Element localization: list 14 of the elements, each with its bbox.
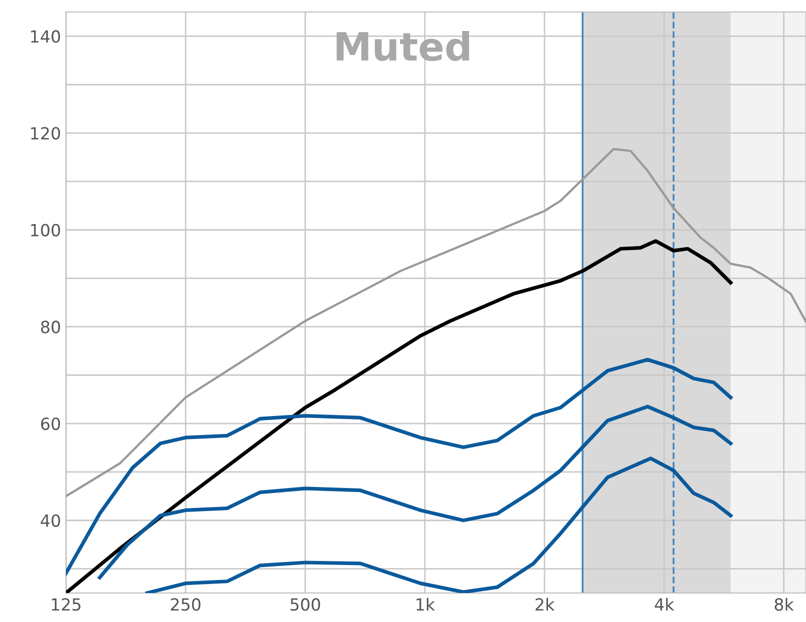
y-tick-label: 80 [41,320,60,334]
y-tick-label: 140 [31,30,60,43]
x-tick-label: 8k [774,598,794,611]
y-tick-label: 40 [40,514,60,527]
x-tick-label: 500 [290,598,320,611]
y-tick-label: 100 [31,224,60,236]
x-tick-label: 4k [654,598,674,611]
x-tick-label: 2k [536,598,555,611]
annotation: Muted [336,30,470,62]
x-tick-label: 125 [52,598,80,611]
x-tick-label: 1k [416,598,435,611]
y-tick-label: 60 [41,418,60,430]
y-tick-label: 120 [31,127,60,140]
x-tick-label: 250 [170,598,200,611]
